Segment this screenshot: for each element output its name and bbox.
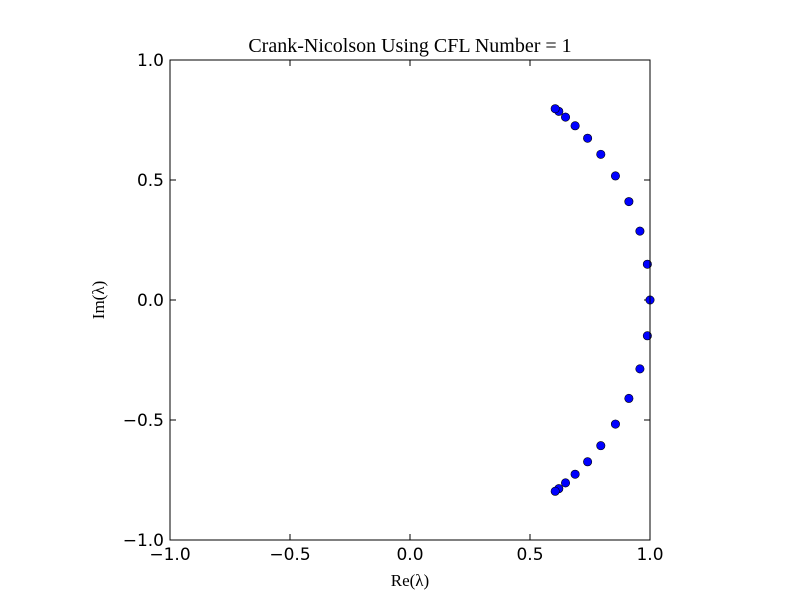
y-tick-label: −1.0 <box>123 531 164 551</box>
data-point <box>635 226 645 236</box>
y-axis-label: Im(λ) <box>89 281 108 319</box>
data-point <box>583 133 593 143</box>
data-point <box>624 393 634 403</box>
data-point <box>570 469 580 479</box>
data-point <box>596 149 606 159</box>
x-axis-label: Re(λ) <box>391 571 429 590</box>
y-tick-label: 0.0 <box>137 291 164 311</box>
data-point <box>642 259 652 269</box>
x-tick-label: 0.0 <box>396 545 423 565</box>
data-point <box>624 197 634 207</box>
data-point <box>583 457 593 467</box>
y-tick-label: −0.5 <box>123 411 164 431</box>
chart-title: Crank-Nicolson Using CFL Number = 1 <box>248 35 571 57</box>
y-tick-label: 0.5 <box>137 171 164 191</box>
x-tick-label: −1.0 <box>149 545 190 565</box>
x-tick-label: 0.5 <box>516 545 543 565</box>
x-tick-label: −0.5 <box>269 545 310 565</box>
data-point <box>635 364 645 374</box>
data-point <box>561 112 571 122</box>
data-point <box>596 441 606 451</box>
data-point <box>550 104 560 114</box>
data-point <box>561 478 571 488</box>
data-point <box>550 486 560 496</box>
data-point <box>610 419 620 429</box>
data-point <box>570 121 580 131</box>
plot-frame <box>169 59 651 541</box>
axis-tick-labels: −1.0 −0.5 0.0 0.5 1.0 −1.0 −0.5 0.0 0.5 1.0 <box>123 51 664 565</box>
y-tick-label: 1.0 <box>137 51 164 71</box>
data-point <box>642 331 652 341</box>
x-tick-label: 1.0 <box>636 545 663 565</box>
data-points <box>550 104 655 496</box>
data-point <box>610 171 620 181</box>
